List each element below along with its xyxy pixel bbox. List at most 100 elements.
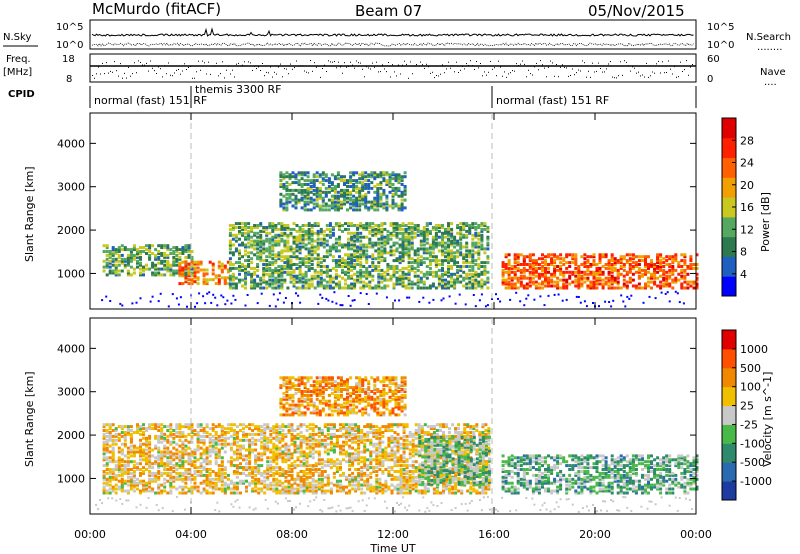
heatmap-cell: [308, 481, 312, 485]
heatmap-cell: [380, 222, 384, 226]
heatmap-cell: [659, 255, 663, 259]
nave-dot: [252, 70, 253, 71]
heatmap-cell: [169, 462, 173, 466]
heatmap-cell: [281, 473, 285, 477]
heatmap-cell: [300, 173, 304, 177]
heatmap-cell: [178, 460, 182, 464]
heatmap-cell: [248, 481, 252, 485]
heatmap-cell: [356, 227, 360, 231]
heatmap-cell: [319, 284, 323, 288]
heatmap-cell: [211, 429, 215, 432]
heatmap-cell: [301, 263, 305, 266]
heatmap-cell: [175, 269, 179, 273]
heatmap-cell: [565, 280, 569, 284]
heatmap-cell: [208, 436, 212, 440]
heatmap-cell: [105, 429, 109, 432]
heatmap-cell: [386, 272, 390, 276]
heatmap-cell: [132, 452, 136, 456]
heatmap-cell: [504, 266, 508, 270]
heatmap-cell: [274, 233, 278, 237]
heatmap-cell: [376, 183, 380, 186]
heatmap-cell: [631, 257, 635, 261]
heatmap-cell: [256, 235, 260, 239]
heatmap-cell: [557, 293, 560, 296]
heatmap-cell: [148, 456, 152, 460]
nave-dot: [688, 74, 689, 76]
heatmap-cell: [367, 190, 371, 194]
heatmap-cell: [235, 458, 239, 462]
heatmap-cell: [271, 249, 275, 253]
heatmap-cell: [269, 429, 273, 432]
nave-dot: [366, 66, 367, 68]
heatmap-cell: [151, 263, 155, 267]
heatmap-cell: [314, 442, 318, 446]
heatmap-cell: [471, 253, 475, 257]
heatmap-cell: [391, 186, 395, 190]
heatmap-cell: [220, 464, 224, 468]
heatmap-cell: [353, 299, 356, 302]
heatmap-cell: [105, 442, 109, 446]
heatmap-cell: [373, 185, 377, 188]
heatmap-cell: [298, 276, 302, 280]
heatmap-cell: [295, 263, 299, 266]
heatmap-cell: [148, 454, 152, 458]
heatmap-cell: [120, 259, 124, 263]
heatmap-cell: [148, 434, 152, 438]
heatmap-cell: [229, 460, 233, 464]
heatmap-cell: [589, 282, 593, 286]
heatmap-cell: [265, 237, 269, 241]
heatmap-cell: [245, 462, 248, 466]
heatmap-cell: [290, 491, 294, 495]
heatmap-cell: [304, 231, 308, 235]
heatmap-cell: [361, 175, 365, 179]
heatmap-cell: [353, 278, 357, 282]
heatmap-cell: [401, 282, 405, 286]
heatmap-cell: [428, 222, 432, 226]
heatmap-cell: [310, 284, 314, 288]
heatmap-cell: [404, 266, 408, 270]
heatmap-cell: [333, 196, 337, 200]
heatmap-cell: [275, 454, 279, 458]
heatmap-cell: [306, 192, 310, 196]
heatmap-cell: [371, 263, 375, 266]
nave-dot: [174, 72, 175, 74]
nave-dot: [418, 65, 419, 67]
heatmap-cell: [398, 224, 402, 227]
heatmap-cell: [232, 440, 236, 444]
heatmap-cell: [515, 291, 518, 294]
heatmap-cell: [477, 274, 481, 278]
heatmap-cell: [105, 263, 109, 267]
heatmap-cell: [595, 270, 599, 274]
heatmap-cell: [160, 261, 164, 265]
heatmap-cell: [610, 280, 614, 284]
heatmap-cell: [319, 261, 323, 265]
heatmap-cell: [126, 460, 130, 464]
nave-dot: [288, 73, 289, 75]
heatmap-cell: [235, 431, 239, 434]
heatmap-cell: [392, 266, 396, 270]
heatmap-cell: [248, 466, 252, 470]
heatmap-cell: [565, 286, 569, 290]
heatmap-cell: [394, 175, 398, 179]
heatmap-cell: [534, 268, 538, 272]
heatmap-cell: [193, 266, 197, 270]
heatmap-cell: [459, 241, 463, 245]
heatmap-cell: [328, 274, 332, 278]
heatmap-cell: [444, 278, 447, 282]
heatmap-cell: [480, 235, 484, 239]
heatmap-cell: [223, 264, 227, 268]
heatmap-cell: [260, 458, 264, 462]
nave-dot: [544, 67, 545, 69]
heatmap-cell: [105, 261, 109, 265]
heatmap-cell: [105, 489, 109, 493]
heatmap-cell: [314, 438, 318, 442]
heatmap-cell: [260, 464, 264, 468]
heatmap-cell: [223, 491, 227, 495]
heatmap-cell: [656, 265, 660, 268]
nave-dot: [94, 77, 95, 79]
heatmap-cell: [401, 251, 405, 255]
heatmap-cell: [619, 259, 623, 263]
heatmap-cell: [534, 266, 538, 270]
heatmap-cell: [364, 196, 368, 200]
heatmap-cell: [389, 224, 393, 227]
